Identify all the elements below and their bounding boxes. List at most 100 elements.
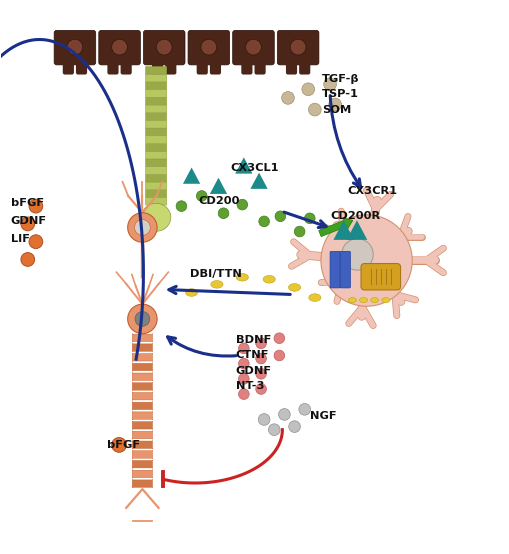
FancyBboxPatch shape [145, 190, 166, 197]
FancyBboxPatch shape [145, 105, 166, 112]
Circle shape [67, 39, 82, 55]
Circle shape [320, 215, 411, 306]
FancyBboxPatch shape [132, 440, 152, 449]
FancyBboxPatch shape [132, 421, 152, 429]
FancyBboxPatch shape [165, 59, 176, 75]
Text: CX3CL1: CX3CL1 [230, 162, 278, 172]
Circle shape [258, 216, 269, 227]
Text: CTNF: CTNF [235, 351, 269, 361]
FancyBboxPatch shape [132, 479, 152, 488]
FancyBboxPatch shape [145, 175, 166, 182]
FancyBboxPatch shape [132, 372, 152, 381]
FancyBboxPatch shape [145, 98, 166, 105]
Circle shape [218, 208, 229, 219]
Text: CD200R: CD200R [329, 211, 379, 221]
Circle shape [294, 226, 304, 237]
FancyArrow shape [318, 218, 352, 237]
Text: TSP-1: TSP-1 [321, 89, 358, 99]
Circle shape [111, 438, 126, 452]
Circle shape [176, 201, 186, 212]
Circle shape [21, 253, 35, 266]
Ellipse shape [141, 203, 171, 231]
FancyBboxPatch shape [132, 412, 152, 420]
FancyBboxPatch shape [76, 59, 87, 75]
FancyBboxPatch shape [145, 136, 166, 143]
Polygon shape [209, 178, 227, 194]
Polygon shape [250, 173, 267, 189]
FancyBboxPatch shape [143, 30, 185, 65]
Circle shape [21, 217, 35, 231]
FancyBboxPatch shape [132, 402, 152, 410]
Ellipse shape [263, 275, 275, 283]
FancyBboxPatch shape [132, 353, 152, 362]
FancyBboxPatch shape [145, 82, 166, 90]
Circle shape [328, 98, 341, 111]
FancyBboxPatch shape [63, 59, 74, 75]
FancyBboxPatch shape [277, 30, 318, 65]
Ellipse shape [381, 297, 389, 302]
Circle shape [341, 239, 373, 270]
Circle shape [255, 353, 266, 364]
FancyBboxPatch shape [99, 30, 140, 65]
Circle shape [301, 83, 314, 96]
FancyBboxPatch shape [232, 30, 274, 65]
Circle shape [245, 39, 261, 55]
FancyBboxPatch shape [145, 197, 166, 205]
FancyBboxPatch shape [196, 59, 208, 75]
Ellipse shape [210, 280, 222, 288]
FancyBboxPatch shape [107, 59, 118, 75]
Circle shape [127, 213, 157, 242]
Polygon shape [235, 157, 252, 173]
FancyBboxPatch shape [241, 59, 252, 75]
Ellipse shape [359, 297, 367, 302]
Circle shape [273, 350, 284, 361]
Circle shape [201, 39, 216, 55]
Circle shape [323, 78, 336, 90]
Ellipse shape [185, 289, 197, 296]
Text: DBI/TTN: DBI/TTN [190, 269, 241, 279]
Circle shape [134, 219, 150, 235]
Circle shape [268, 424, 279, 435]
Ellipse shape [288, 284, 300, 291]
FancyBboxPatch shape [132, 460, 152, 469]
Polygon shape [346, 220, 366, 240]
Circle shape [288, 421, 300, 433]
Text: CD200: CD200 [198, 196, 239, 206]
Polygon shape [333, 220, 353, 240]
Text: BDNF: BDNF [235, 335, 271, 345]
FancyBboxPatch shape [145, 120, 166, 128]
Circle shape [238, 389, 249, 399]
Circle shape [255, 384, 266, 394]
Text: LIF: LIF [11, 234, 30, 244]
FancyBboxPatch shape [132, 431, 152, 439]
Circle shape [111, 39, 127, 55]
FancyBboxPatch shape [145, 66, 166, 74]
Ellipse shape [370, 297, 378, 302]
FancyBboxPatch shape [299, 59, 309, 75]
Circle shape [273, 333, 284, 343]
FancyBboxPatch shape [54, 30, 96, 65]
Circle shape [135, 311, 150, 326]
Circle shape [196, 191, 207, 201]
FancyBboxPatch shape [145, 112, 166, 120]
FancyBboxPatch shape [132, 450, 152, 459]
Circle shape [29, 199, 43, 213]
Text: NGF: NGF [309, 412, 336, 422]
Circle shape [258, 414, 269, 425]
FancyBboxPatch shape [145, 143, 166, 151]
Circle shape [237, 199, 247, 210]
Circle shape [281, 91, 294, 104]
Text: bFGF: bFGF [107, 440, 140, 450]
FancyBboxPatch shape [132, 392, 152, 401]
Circle shape [298, 403, 310, 415]
FancyBboxPatch shape [145, 74, 166, 82]
FancyBboxPatch shape [329, 252, 340, 288]
FancyBboxPatch shape [132, 470, 152, 478]
FancyBboxPatch shape [152, 59, 163, 75]
Ellipse shape [348, 297, 356, 302]
Circle shape [255, 338, 266, 348]
FancyBboxPatch shape [132, 382, 152, 391]
Circle shape [238, 343, 249, 353]
FancyBboxPatch shape [145, 151, 166, 159]
Circle shape [290, 39, 305, 55]
